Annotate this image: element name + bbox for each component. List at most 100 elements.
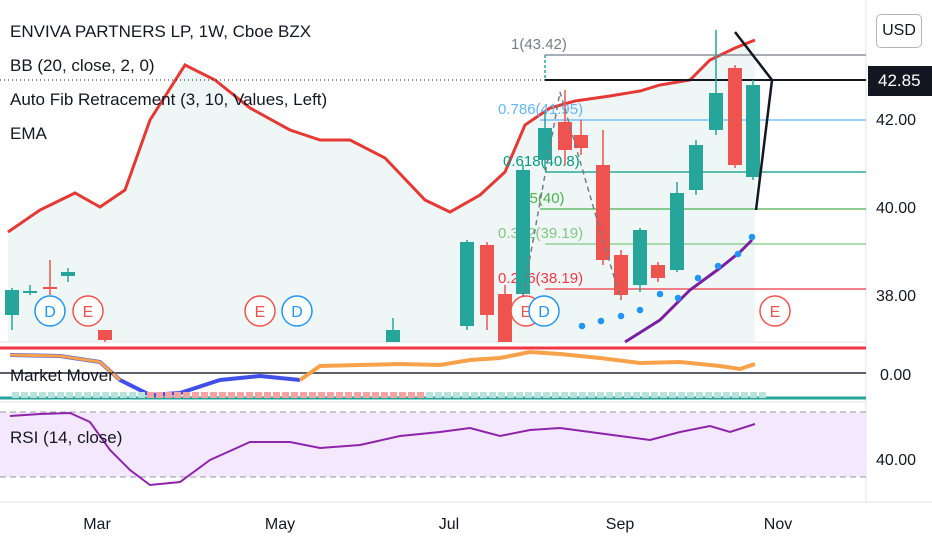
osc-histogram-bar — [399, 392, 406, 398]
osc-histogram-bar — [723, 392, 730, 398]
osc-histogram-bar — [552, 392, 559, 398]
legend-bb[interactable]: BB (20, close, 2, 0) — [10, 56, 155, 75]
osc-histogram-bar — [624, 392, 631, 398]
legend-auto-fib[interactable]: Auto Fib Retracement (3, 10, Values, Lef… — [10, 90, 328, 109]
osc-histogram-bar — [75, 392, 82, 398]
osc-histogram-bar — [543, 392, 550, 398]
psar-dot — [734, 250, 742, 258]
osc-histogram-bar — [336, 392, 343, 398]
osc-histogram-bar — [516, 392, 523, 398]
price-tick: 38.00 — [876, 288, 917, 305]
osc-histogram-bar — [489, 392, 496, 398]
psar-dot — [617, 312, 625, 320]
candle-body — [670, 193, 684, 270]
osc-histogram-bar — [228, 392, 235, 398]
legend-ema[interactable]: EMA — [10, 124, 47, 143]
psar-dot — [714, 262, 722, 270]
osc-histogram-bar — [183, 392, 190, 398]
currency-button[interactable]: USD — [876, 14, 922, 48]
event-marker-letter: E — [770, 304, 781, 321]
osc-histogram-bar — [201, 392, 208, 398]
candle-body — [98, 330, 112, 340]
bb-upper-line — [7, 38, 756, 234]
osc-histogram-bar — [750, 392, 757, 398]
osc-histogram-bar — [354, 392, 361, 398]
osc-histogram-bar — [678, 392, 685, 398]
dividend-marker — [281, 295, 313, 327]
osc-histogram-bar — [102, 392, 109, 398]
osc-histogram-bar — [390, 392, 397, 398]
osc-histogram-bar — [291, 392, 298, 398]
time-tick: Sep — [605, 516, 635, 533]
osc-histogram-bar — [300, 392, 307, 398]
dividend-marker — [34, 295, 66, 327]
event-marker-letter: D — [538, 304, 550, 321]
candle-body — [386, 330, 400, 342]
osc-orange-line — [298, 349, 756, 382]
osc-histogram-bar — [570, 392, 577, 398]
osc-histogram-bar — [192, 392, 199, 398]
psar-dot — [597, 317, 605, 325]
osc-histogram-bar — [318, 392, 325, 398]
osc-histogram-bar — [120, 392, 127, 398]
osc-histogram-bar — [471, 392, 478, 398]
psar-dot — [656, 290, 664, 298]
osc-histogram-bar — [714, 392, 721, 398]
osc-histogram-bar — [660, 392, 667, 398]
rsi-line — [9, 411, 756, 487]
osc-histogram-bar — [615, 392, 622, 398]
candle-body — [498, 294, 512, 342]
earnings-marker — [759, 295, 791, 327]
event-marker-letter: E — [521, 304, 532, 321]
osc-histogram-bar — [759, 392, 766, 398]
candle-body — [728, 68, 742, 165]
osc-histogram-bar — [381, 392, 388, 398]
psar-dot — [694, 274, 702, 282]
osc-histogram-bar — [525, 392, 532, 398]
market-mover-label[interactable]: Market Mover — [10, 366, 114, 385]
osc-histogram-bar — [273, 392, 280, 398]
fib-level-label: 0.236(38.19) — [498, 270, 583, 287]
price-tick: 40.00 — [876, 200, 917, 217]
candle-body — [574, 135, 588, 148]
zigzag-dashed — [522, 91, 622, 301]
osc-histogram-bar — [57, 392, 64, 398]
osc-histogram-bar — [282, 392, 289, 398]
osc-histogram-bar — [741, 392, 748, 398]
osc-histogram-bar — [561, 392, 568, 398]
rsi-tick: 40.00 — [876, 452, 917, 469]
candle-body — [43, 287, 57, 289]
candle-body — [460, 242, 474, 326]
osc-histogram-bar — [372, 392, 379, 398]
osc-histogram-bar — [669, 392, 676, 398]
osc-histogram-bar — [165, 392, 172, 398]
candle-body — [651, 265, 665, 278]
last-price-label: 42.85 — [868, 66, 932, 96]
fib-level-label: 1(43.42) — [511, 36, 567, 53]
rsi-label[interactable]: RSI (14, close) — [10, 428, 123, 447]
osc-histogram-bar — [21, 392, 28, 398]
osc-histogram-bar — [444, 392, 451, 398]
osc-histogram-bar — [156, 392, 163, 398]
osc-histogram-bar — [597, 392, 604, 398]
earnings-marker — [72, 295, 104, 327]
time-tick: May — [264, 516, 296, 533]
event-marker-letter: E — [255, 304, 266, 321]
osc-histogram-bar — [237, 392, 244, 398]
osc-histogram-bar — [687, 392, 694, 398]
osc-histogram-bar — [327, 392, 334, 398]
earnings-marker — [244, 295, 276, 327]
psar-dot — [636, 306, 644, 314]
osc-histogram-bar — [588, 392, 595, 398]
ema-line — [624, 238, 754, 344]
osc-histogram-bar — [363, 392, 370, 398]
osc-orange-line — [9, 353, 122, 382]
time-tick: Nov — [763, 516, 793, 533]
osc-histogram-bar — [480, 392, 487, 398]
candle-body — [61, 272, 75, 276]
candle-body — [23, 291, 37, 293]
osc-histogram-bar — [579, 392, 586, 398]
osc-histogram-bar — [732, 392, 739, 398]
zigzag-pivot — [734, 31, 774, 211]
